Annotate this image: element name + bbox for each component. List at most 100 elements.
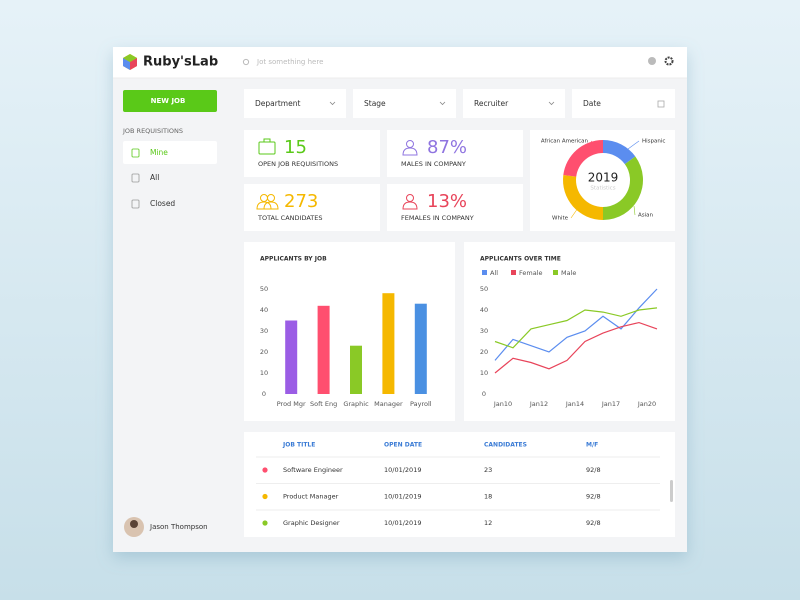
bar [350, 345, 362, 394]
filter-dropdown[interactable] [463, 89, 565, 118]
new-job-button[interactable] [123, 90, 217, 112]
table-cell: Product Manager [283, 493, 339, 501]
x-tick-label: Jan12 [529, 400, 548, 408]
stat-card [244, 184, 380, 231]
stat-label: MALES IN COMPANY [401, 160, 466, 168]
donut-segment [563, 140, 603, 177]
line-series [494, 307, 658, 349]
bar [317, 305, 330, 394]
legend-swatch [553, 270, 558, 275]
filter-label[interactable]: Date [583, 99, 601, 108]
nav-icon [131, 199, 140, 209]
nav-item[interactable]: Closed [150, 199, 175, 208]
stat-value: 273 [284, 191, 318, 212]
filter-label[interactable]: Department [255, 99, 300, 108]
chart-title: APPLICANTS OVER TIME [480, 256, 561, 263]
x-tick-label: Jan17 [601, 400, 620, 408]
user-name[interactable]: Jason Thompson [149, 523, 208, 531]
filter-dropdown[interactable] [244, 89, 346, 118]
table-cell: 92/8 [586, 519, 601, 527]
y-tick-label: 20 [260, 348, 268, 356]
table-cell: 10/01/2019 [384, 466, 421, 474]
donut-label: Asian [638, 213, 654, 219]
nav-icon [131, 148, 140, 158]
table-cell: 18 [484, 493, 492, 501]
stat-value: 87% [427, 137, 467, 158]
table-cell: Software Engineer [283, 466, 343, 474]
nav-item[interactable]: Mine [150, 148, 168, 157]
legend-label: All [490, 269, 498, 277]
x-tick-label: Jan20 [637, 400, 656, 408]
y-tick-label: 10 [260, 369, 268, 377]
bar [414, 303, 427, 394]
search-icon [242, 58, 250, 66]
icon [263, 138, 271, 143]
y-tick-label: 0 [482, 390, 486, 398]
leader-line [570, 207, 579, 219]
table-header: CANDIDATES [484, 442, 527, 449]
calendar-icon [657, 100, 665, 108]
x-tick-label: Soft Eng [310, 400, 337, 408]
table-header: OPEN DATE [384, 442, 422, 449]
line-series [494, 288, 658, 361]
icon [263, 201, 279, 210]
legend-label: Male [561, 269, 576, 277]
table-cell: 12 [484, 519, 492, 527]
donut-segment [563, 174, 603, 220]
x-tick-label: Jan10 [493, 400, 512, 408]
donut-label: White [552, 216, 569, 222]
chart-title: APPLICANTS BY JOB [260, 256, 327, 263]
stat-card [387, 130, 523, 177]
donut-label: Hispanic [642, 139, 665, 145]
x-tick-label: Jan14 [565, 400, 584, 408]
top-bar [113, 47, 687, 78]
icon [402, 201, 418, 210]
table-cell: Graphic Designer [283, 519, 340, 527]
nav-item[interactable]: All [150, 173, 159, 182]
table-cell: 23 [484, 466, 492, 474]
stat-value: 13% [427, 191, 467, 212]
filter-label[interactable]: Recruiter [474, 99, 509, 108]
x-tick-label: Manager [374, 400, 403, 408]
legend-swatch [511, 270, 516, 275]
chevron [329, 101, 336, 106]
bar [382, 293, 395, 394]
leader-line [627, 140, 640, 150]
y-tick-label: 30 [260, 327, 268, 335]
y-tick-label: 30 [480, 327, 488, 335]
row-dot [262, 493, 268, 500]
table-header: M/F [586, 442, 598, 449]
y-tick-label: 20 [480, 348, 488, 356]
legend-swatch [482, 270, 487, 275]
legend-label: Female [519, 269, 543, 277]
donut-segment [603, 156, 643, 220]
row-dot [262, 520, 268, 526]
y-tick-label: 40 [260, 306, 268, 314]
chevron [439, 101, 446, 106]
scrollbar[interactable] [670, 480, 673, 502]
search-input[interactable]: Jot something here [256, 58, 323, 66]
table-cell: 92/8 [586, 493, 601, 501]
chevron [548, 101, 555, 106]
leader-line [590, 140, 599, 150]
table-cell: 92/8 [586, 466, 601, 474]
settings-icon[interactable] [664, 56, 674, 66]
icon [256, 201, 272, 210]
table-cell: 10/01/2019 [384, 519, 421, 527]
donut-label: African American [541, 139, 589, 145]
nav-active-bg [123, 141, 217, 164]
filter-label[interactable]: Stage [364, 99, 386, 108]
stat-label: OPEN JOB REQUISITIONS [258, 160, 338, 168]
help-icon[interactable] [648, 57, 656, 65]
stat-value: 15 [284, 137, 307, 158]
stat-label: TOTAL CANDIDATES [257, 214, 323, 222]
leader-line [633, 205, 636, 216]
donut-segment [603, 140, 636, 165]
stat-card [387, 184, 523, 231]
y-tick-label: 10 [480, 369, 488, 377]
y-tick-label: 50 [480, 285, 488, 293]
new-job-label[interactable]: NEW JOB [151, 97, 186, 105]
y-tick-label: 50 [260, 285, 268, 293]
filter-dropdown[interactable] [353, 89, 456, 118]
